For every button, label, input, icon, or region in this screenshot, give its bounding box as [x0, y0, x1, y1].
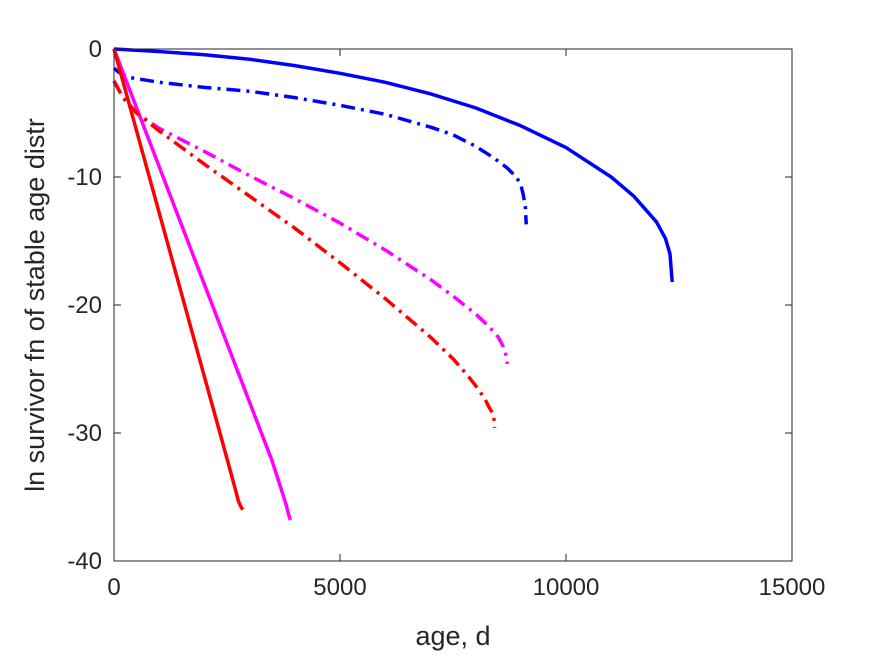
x-tick-label: 15000	[759, 574, 826, 601]
series-line-3	[112, 48, 292, 521]
series-line-2	[112, 66, 528, 225]
y-axis-title: ln survivor fn of stable age distr	[20, 118, 50, 492]
x-axis-title: age, d	[415, 621, 490, 651]
x-tick-label: 0	[107, 574, 120, 601]
x-tick-label: 10000	[533, 574, 600, 601]
y-tick-label: -10	[67, 164, 102, 191]
series-line-4	[112, 80, 509, 365]
y-tick-label: -30	[67, 420, 102, 447]
tick-layer: 0 5000 10000 15000 0 -10 -20 -30 -40	[67, 36, 825, 601]
plot-area-frame	[113, 48, 793, 562]
series-line-1	[113, 47, 674, 283]
series-line-6	[112, 80, 497, 429]
x-tick-label: 5000	[313, 574, 366, 601]
series-layer	[112, 47, 674, 521]
y-tick-label: -20	[67, 292, 102, 319]
y-tick-label: 0	[89, 36, 102, 63]
series-line-5	[112, 48, 245, 511]
y-tick-label: -40	[67, 548, 102, 575]
